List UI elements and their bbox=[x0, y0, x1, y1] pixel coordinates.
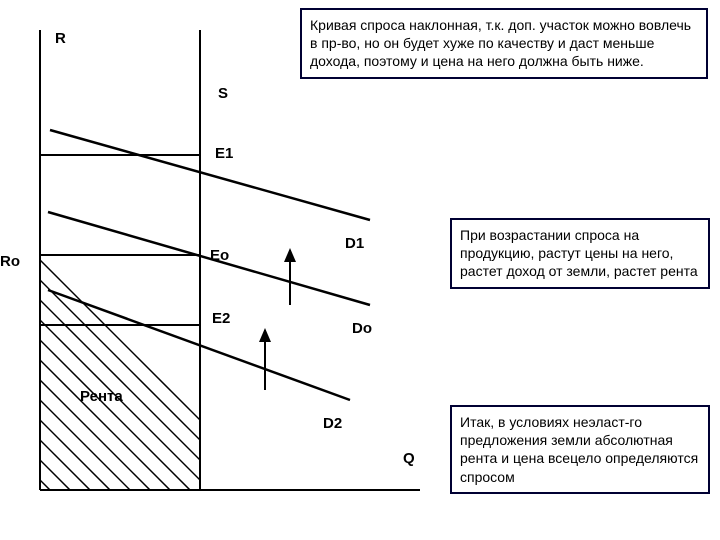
label-s: S bbox=[218, 85, 228, 102]
label-e1: E1 bbox=[215, 145, 233, 162]
label-d1: D1 bbox=[345, 235, 364, 252]
label-e2: E2 bbox=[212, 310, 230, 327]
label-ro: Ro bbox=[0, 253, 20, 270]
demand-d1 bbox=[50, 130, 370, 220]
label-renta: Рента bbox=[80, 388, 123, 405]
label-d2: D2 bbox=[323, 415, 342, 432]
demand-do bbox=[48, 212, 370, 305]
label-eo: Eo bbox=[210, 247, 229, 264]
label-q: Q bbox=[403, 450, 415, 467]
label-r: R bbox=[55, 30, 66, 47]
label-do: Do bbox=[352, 320, 372, 337]
textbox-bottom: Итак, в условиях неэласт-го предложения … bbox=[450, 405, 710, 494]
textbox-middle: При возрастании спроса на продукцию, рас… bbox=[450, 218, 710, 289]
textbox-top: Кривая спроса наклонная, т.к. доп. участ… bbox=[300, 8, 708, 79]
